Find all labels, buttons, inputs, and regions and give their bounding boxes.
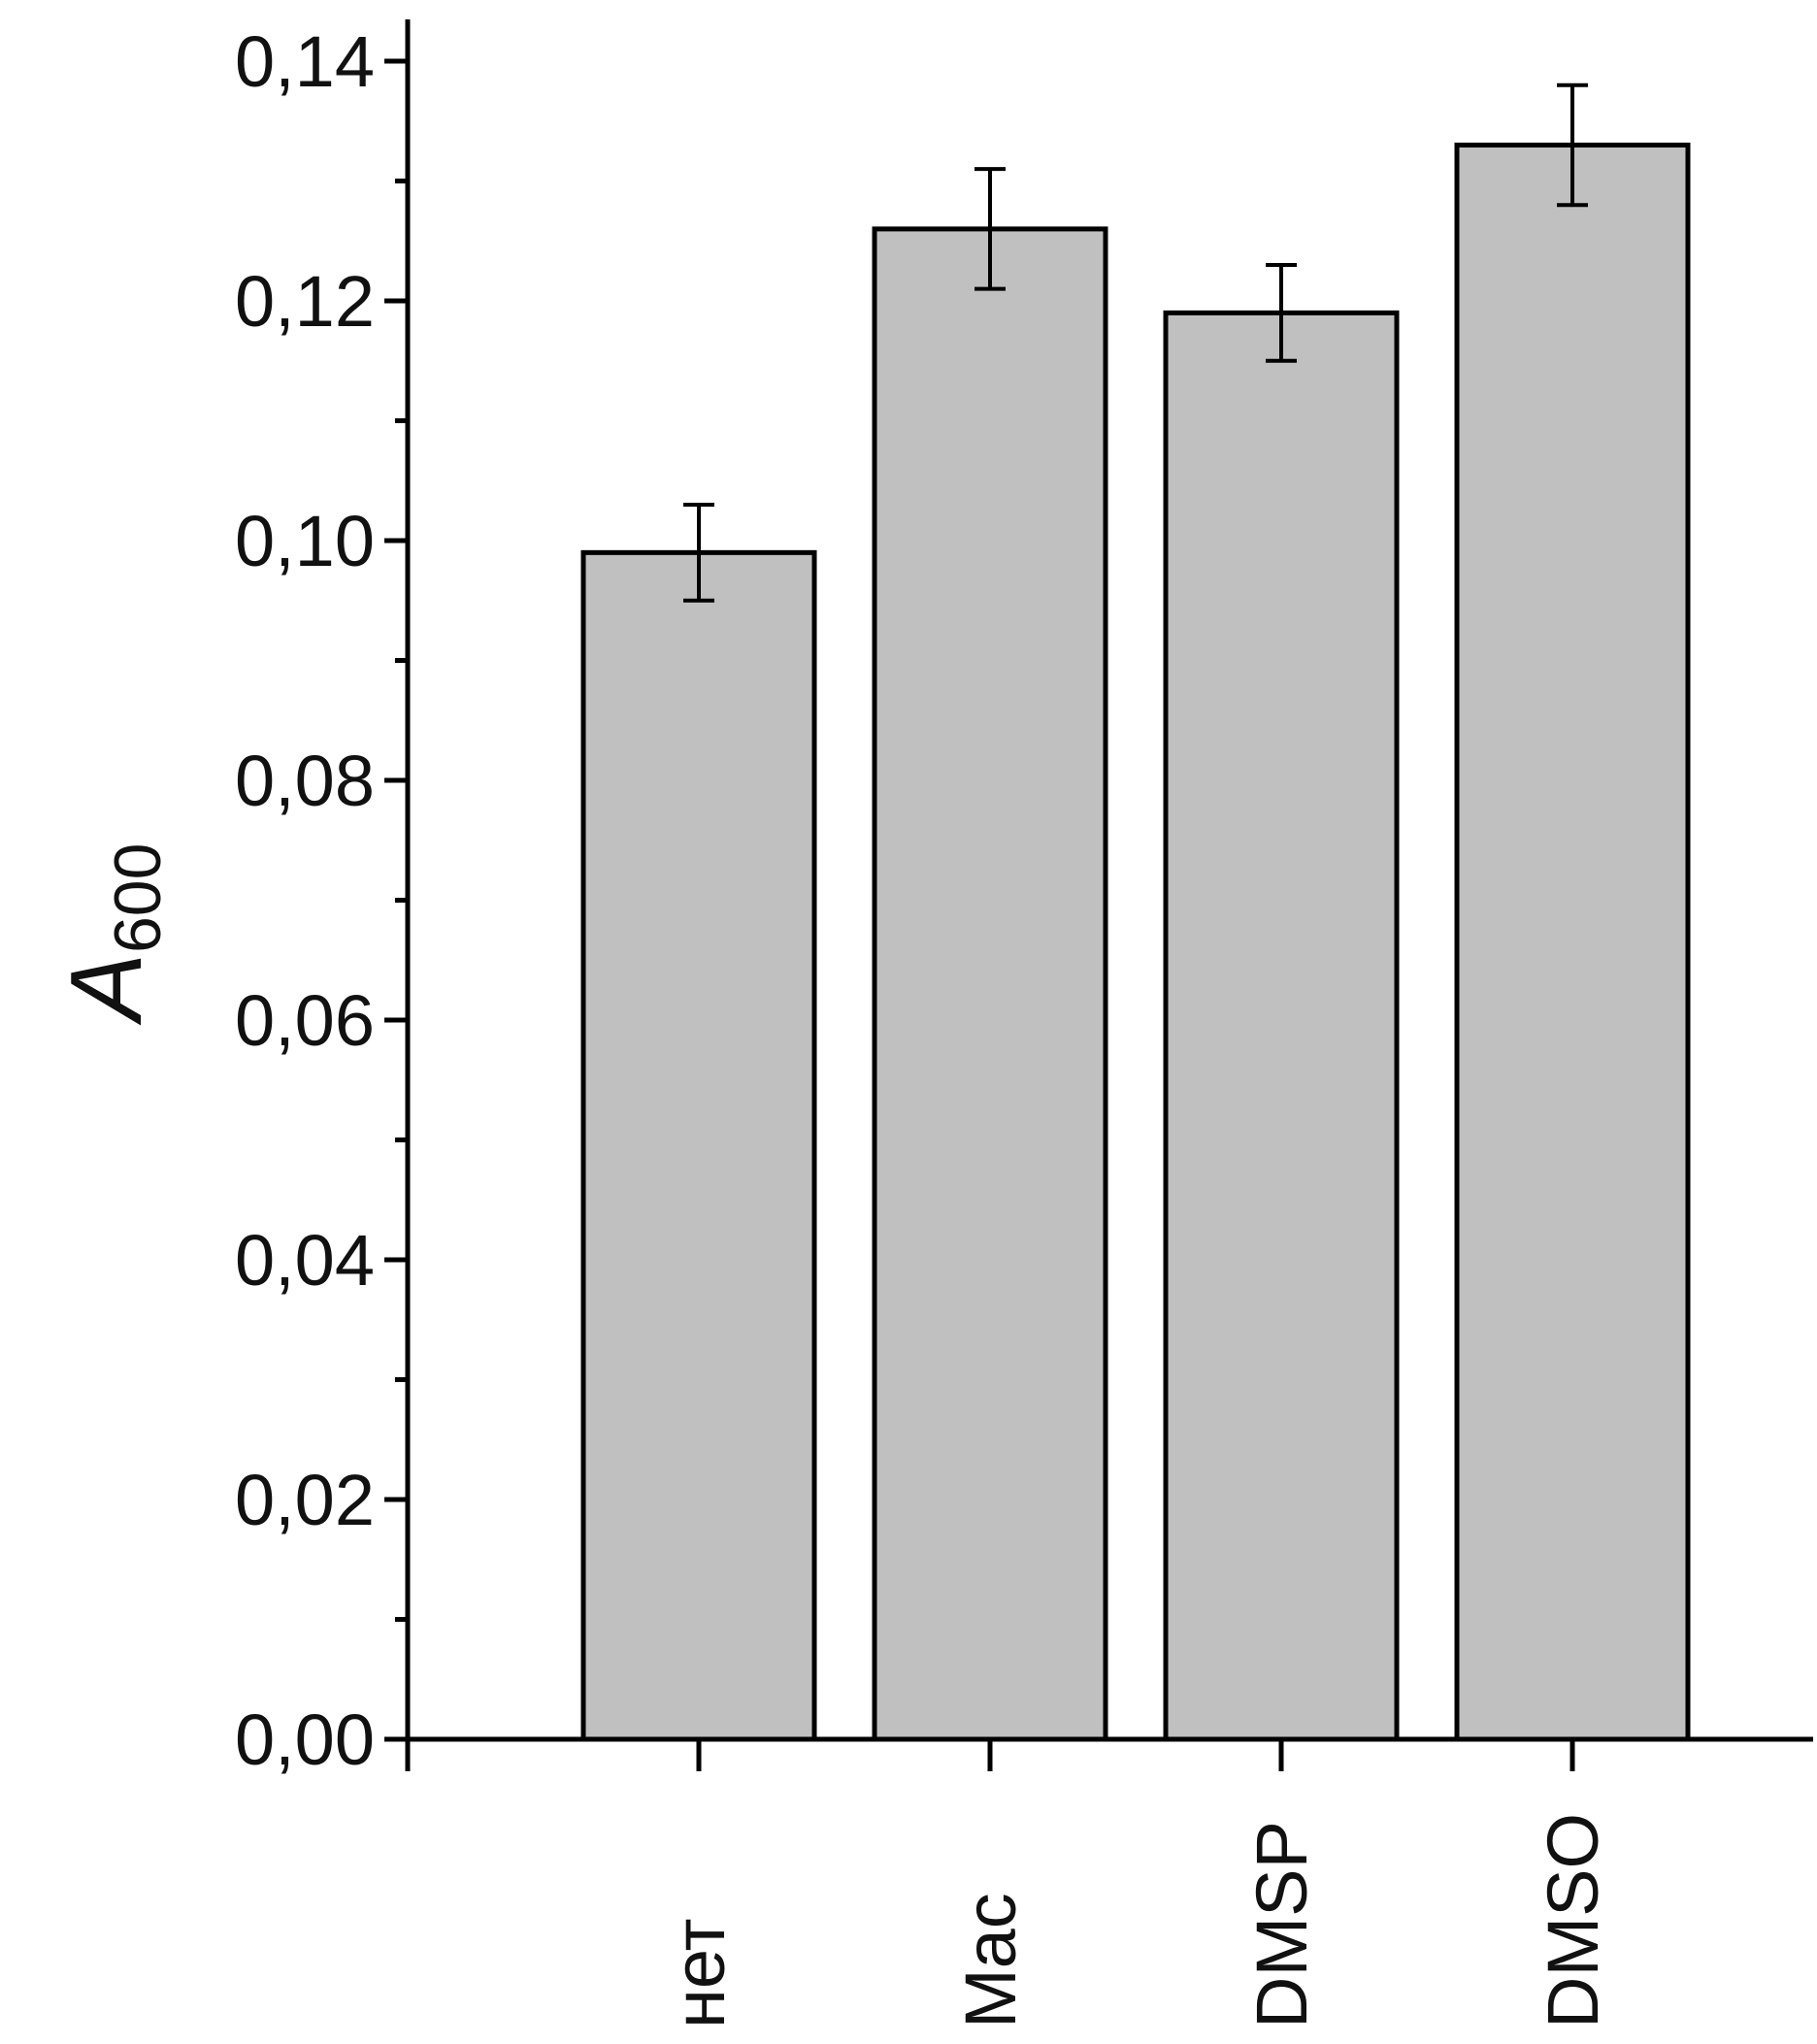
- x-tick-label: DMSO: [1533, 1813, 1613, 2028]
- y-tick-label: 0,06: [235, 980, 375, 1061]
- bar-Mac: [872, 226, 1108, 1742]
- bar-нет: [580, 549, 817, 1742]
- y-tick-label: 0,10: [235, 501, 375, 581]
- bar-DMSP: [1163, 310, 1400, 1742]
- x-ticks-group: нет Mac DMSP DMSO: [659, 1739, 1613, 2028]
- x-tick-label: DMSP: [1241, 1821, 1322, 2028]
- y-tick-label: 0,12: [235, 261, 375, 342]
- axes-group: [405, 19, 1813, 1771]
- y-tick-label: 0,00: [235, 1699, 375, 1780]
- x-tick-label: нет: [659, 1919, 740, 2028]
- error-bars-group: [683, 82, 1588, 603]
- y-tick-label: 0,08: [235, 741, 375, 821]
- y-tick-label: 0,04: [235, 1220, 375, 1301]
- y-ticks-group: 0,00 0,02 0,04 0,06 0,08 0,10 0,12 0,14: [235, 21, 408, 1780]
- y-axis-title-main: A: [50, 953, 163, 1026]
- bar-DMSO: [1454, 142, 1691, 1742]
- bars-group: [580, 142, 1691, 1742]
- y-axis-title: A600: [50, 843, 175, 1027]
- y-axis-title-subscript: 600: [101, 843, 175, 953]
- y-tick-label: 0,02: [235, 1460, 375, 1540]
- x-tick-label: Mac: [950, 1893, 1031, 2028]
- y-tick-label: 0,14: [235, 21, 375, 102]
